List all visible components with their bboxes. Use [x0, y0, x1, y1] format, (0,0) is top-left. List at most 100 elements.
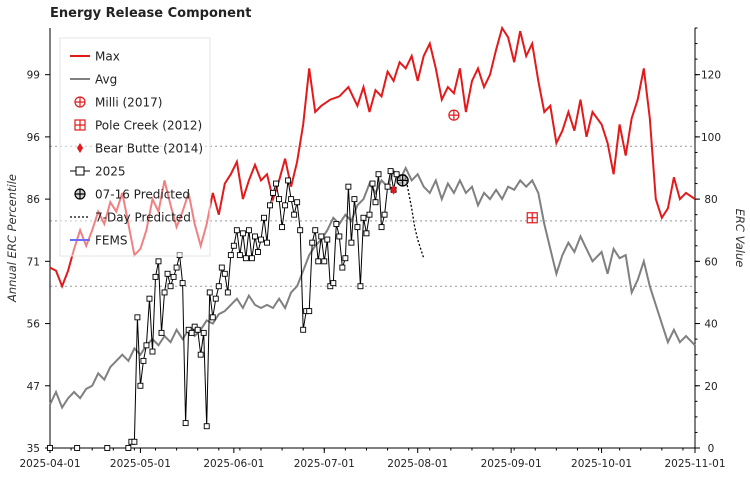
series-2025-point — [330, 280, 337, 287]
series-2025-point — [47, 445, 53, 451]
series-2025-point — [309, 239, 316, 246]
series-2025-point — [248, 255, 255, 262]
legend-label: 7-Day Predicted — [95, 211, 191, 225]
series-2025-point — [366, 211, 373, 218]
milli-marker-cross — [448, 110, 459, 121]
x-tick-label: 2025-11-01 — [664, 458, 725, 470]
y-right-tick-label: 120 — [701, 70, 721, 82]
series-2025-point — [206, 289, 213, 296]
series-2025-point — [273, 180, 280, 187]
series-2025-point — [369, 180, 376, 187]
series-2025-point — [360, 214, 367, 221]
series-2025-point — [357, 283, 364, 290]
series-2025-point — [306, 308, 313, 315]
max-line — [49, 25, 696, 289]
legend-predicted-0716-swatch-cross — [75, 189, 85, 199]
series-2025-point — [137, 382, 144, 389]
series-2025-point — [194, 326, 201, 333]
series-2025-point — [312, 227, 319, 234]
series-2025-point — [354, 224, 361, 231]
series-2025-point — [191, 323, 198, 330]
x-tick-label: 2025-09-01 — [481, 458, 542, 470]
series-2025-point — [276, 196, 283, 203]
series-2025-point — [227, 252, 234, 259]
legend-label: FEMS — [95, 234, 127, 248]
legend-label: Bear Butte (2014) — [95, 142, 203, 156]
series-2025-point — [255, 249, 261, 255]
legend-pole-creek-swatch-cross — [75, 120, 85, 130]
series-2025-point — [393, 171, 400, 178]
series-2025-point — [378, 224, 385, 231]
y-left-tick-label: 99 — [27, 70, 40, 82]
series-2025-point — [236, 252, 243, 259]
series-2025-point — [179, 280, 186, 287]
series-2025-point — [348, 239, 355, 246]
series-2025-point — [173, 264, 180, 271]
series-2025-point — [218, 264, 225, 271]
legend-2025-swatch — [75, 166, 85, 176]
series-2025-point — [339, 264, 346, 271]
x-tick-label: 2025-04-01 — [19, 458, 80, 470]
series-2025-point — [297, 227, 304, 234]
series-2025-point — [176, 252, 183, 259]
series-2025-point — [209, 314, 216, 321]
y-right-tick-label: 20 — [704, 381, 717, 393]
series-2025-point — [74, 445, 81, 451]
legend-milli-swatch-cross — [75, 97, 85, 107]
series-2025-point — [164, 270, 171, 277]
series-2025-point — [197, 351, 204, 358]
series-2025-point — [239, 230, 246, 237]
series-2025-point — [230, 242, 237, 249]
series-2025-point — [351, 196, 358, 203]
bear-butte-marker — [390, 184, 397, 195]
series-2025-point — [146, 295, 153, 302]
y-right-tick-label: 80 — [704, 194, 717, 206]
series-2025-point — [300, 326, 307, 333]
series-2025-point — [270, 189, 276, 196]
y-right-axis-label: ERC Value — [733, 209, 747, 268]
y-right-tick-label: 40 — [704, 319, 717, 331]
series-2025-point — [170, 273, 177, 280]
series-2025-point — [221, 270, 228, 277]
y-left-tick-label: 47 — [27, 381, 40, 393]
legend-label: 07-16 Predicted — [95, 188, 190, 202]
series-2025-point — [134, 314, 141, 321]
series-2025-point — [372, 199, 379, 206]
x-tick-label: 2025-10-01 — [571, 458, 632, 470]
y-right-tick-label: 100 — [701, 132, 721, 144]
series-2025-point — [282, 202, 289, 209]
series-2025-point — [336, 233, 343, 240]
series-2025-point — [384, 183, 391, 190]
series-2025-point — [321, 258, 328, 265]
y-left-tick-label: 56 — [27, 319, 41, 331]
series-2025-point — [140, 357, 147, 364]
chart-title: Energy Release Component — [50, 6, 252, 21]
avg-line — [49, 165, 696, 410]
legend-label: Pole Creek (2012) — [95, 119, 202, 133]
legend-label: Max — [95, 50, 120, 64]
series-2025-point — [318, 233, 325, 240]
y-left-tick-label: 86 — [27, 194, 41, 206]
series-2025-point — [143, 342, 150, 349]
series-2025-point — [149, 348, 156, 355]
series-2025-point — [252, 233, 258, 240]
y-left-tick-label: 35 — [27, 443, 40, 455]
series-2025-point — [279, 224, 286, 231]
y-left-axis-label: Annual ERC Percentile — [5, 174, 19, 303]
legend-bear-butte-swatch — [76, 143, 84, 153]
pole-creek-marker-cross — [527, 212, 538, 223]
series-2025-point — [285, 177, 292, 184]
series-2025-point — [294, 199, 301, 206]
y-right-tick-label: 60 — [704, 256, 717, 268]
series-2025-point — [188, 329, 195, 336]
series-2025-point — [125, 445, 132, 451]
series-2025-point — [264, 239, 270, 246]
series-2025-point — [387, 168, 394, 175]
series-2025-point — [182, 420, 189, 427]
y-left-tick-label: 96 — [27, 132, 41, 144]
series-2025-point — [245, 227, 252, 234]
x-tick-label: 2025-05-01 — [110, 458, 171, 470]
x-tick-label: 2025-08-01 — [387, 458, 448, 470]
